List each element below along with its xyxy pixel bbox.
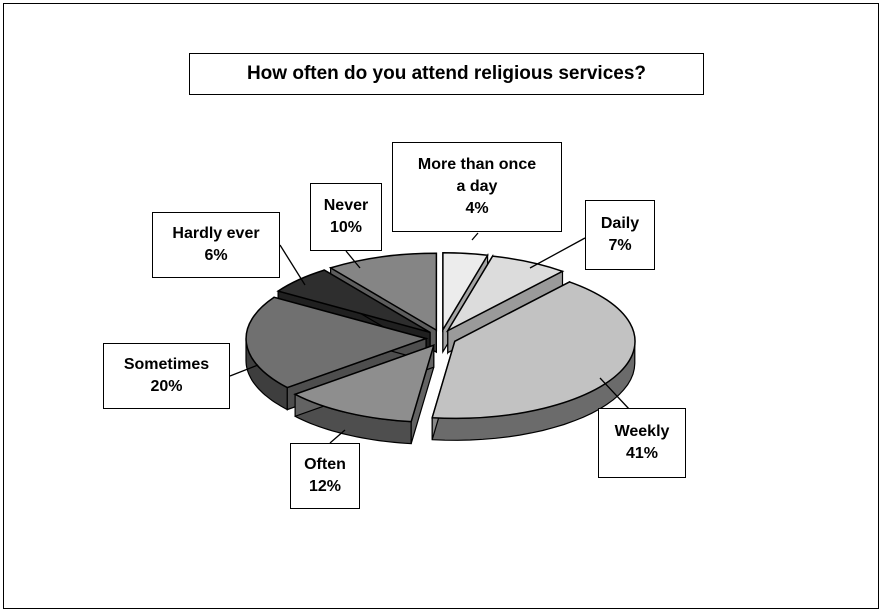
leader-line: [529, 237, 586, 269]
slice-label: Never 10%: [310, 183, 382, 251]
slice-label-text: Hardly ever: [172, 225, 260, 242]
leader-line: [471, 232, 479, 241]
slice-value-label: 12%: [308, 478, 342, 495]
pie-tops: [245, 252, 636, 423]
slice-value-label: 7%: [608, 237, 632, 254]
slice-label-text: More than once: [417, 156, 537, 173]
leader-lines: [229, 232, 631, 444]
slice-label-text: Often: [304, 456, 346, 473]
slice-label: Often 12%: [290, 443, 360, 509]
pie-slice: [328, 252, 438, 332]
slice-value-label: 4%: [465, 200, 489, 217]
leader-line: [279, 244, 306, 286]
leader-line: [599, 377, 631, 411]
slice-label-text: Weekly: [614, 423, 670, 440]
slice-label: Sometimes 20%: [103, 343, 230, 409]
slice-label-text: Daily: [600, 215, 640, 232]
slice-value-label: 10%: [329, 219, 363, 236]
pie-slice: [293, 344, 435, 423]
slice-label-text: a day: [456, 178, 498, 195]
pie-slice: [442, 252, 489, 333]
leader-line: [329, 429, 346, 444]
slice-value-label: 20%: [150, 378, 183, 395]
leader-line: [345, 250, 361, 269]
slice-label: Weekly 41%: [598, 408, 686, 478]
slice-label: More than once a day 4%: [392, 142, 562, 232]
slice-value-label: 6%: [204, 247, 228, 264]
pie-slice: [276, 269, 431, 334]
pie-slice: [431, 281, 636, 420]
pie-slice: [245, 296, 429, 389]
slice-label: Daily 7%: [585, 200, 655, 270]
chart-title: How often do you attend religious servic…: [189, 53, 704, 95]
slice-label-text: Sometimes: [123, 356, 210, 373]
chart-frame: [3, 3, 879, 609]
slice-label: Hardly ever 6%: [152, 212, 280, 278]
leader-line: [229, 364, 259, 377]
slice-label-text: Never: [323, 197, 369, 214]
pie-slice: [445, 255, 565, 333]
slice-value-label: 41%: [625, 445, 659, 462]
